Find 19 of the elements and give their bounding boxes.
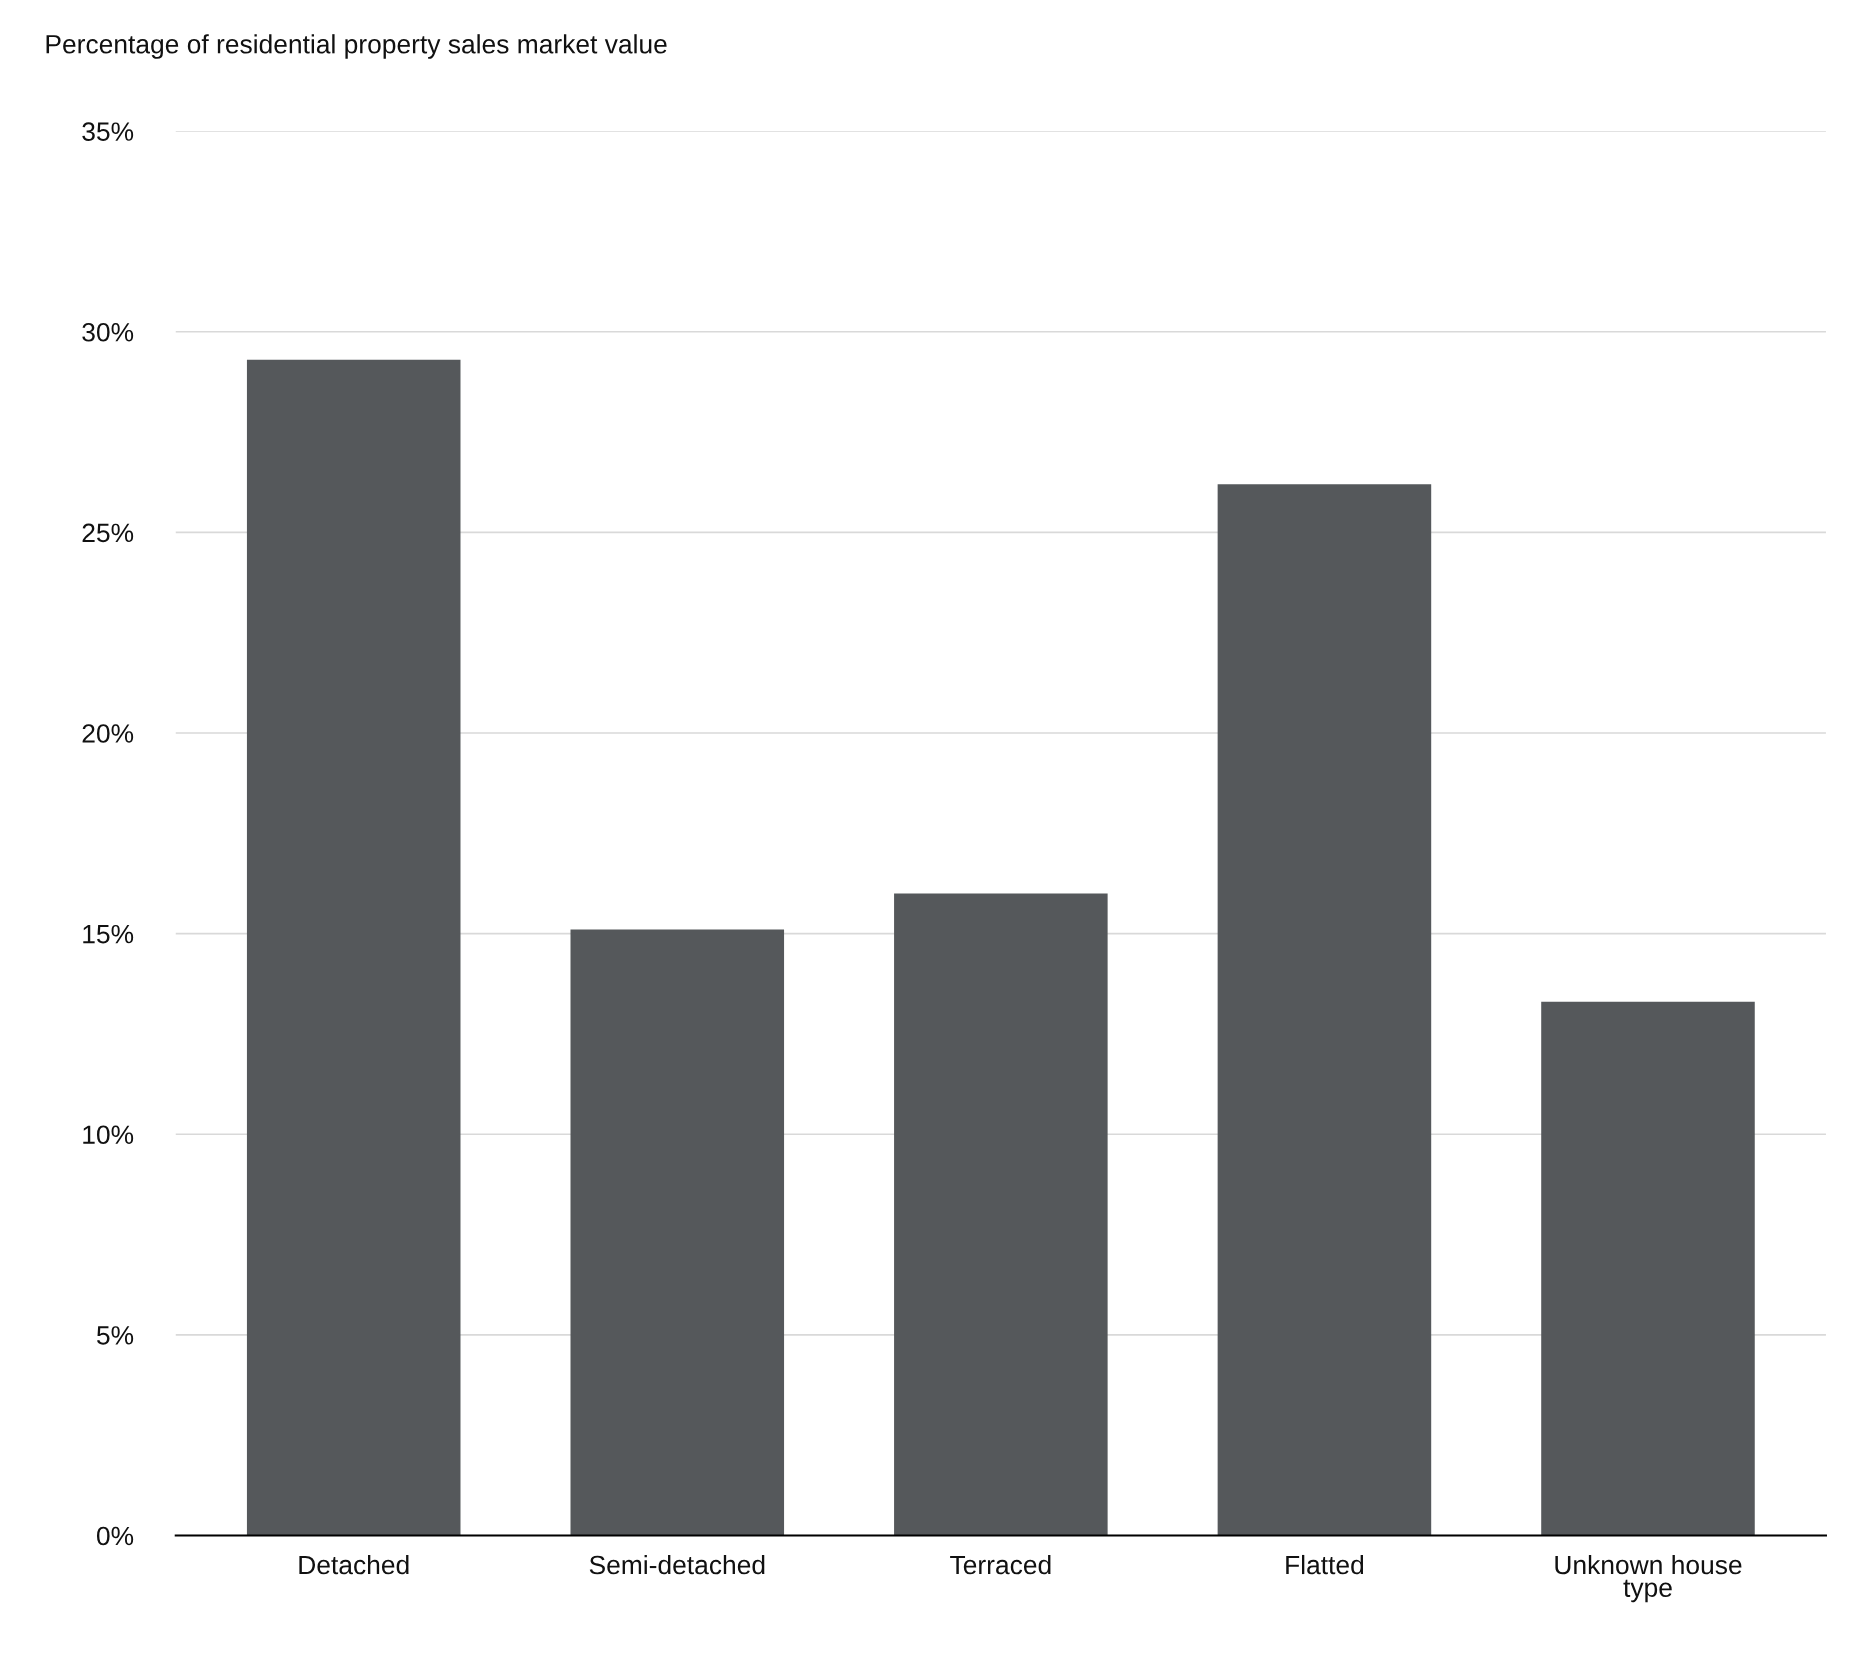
y-tick-label: 10%: [83, 1125, 134, 1145]
bar: [1217, 484, 1432, 1536]
x-tick-label: Detached: [299, 1554, 409, 1575]
bar: [246, 359, 461, 1536]
y-tick-label: 30%: [82, 322, 134, 342]
y-tick-label: 5%: [97, 1326, 134, 1345]
y-tick-label: 35%: [82, 122, 134, 141]
y-tick-label: 25%: [82, 523, 134, 543]
x-tick-label: Flatted: [1286, 1554, 1364, 1575]
x-tick-label: Unknown house type: [1555, 1554, 1742, 1603]
y-axis-title: Percentage of residential property sales market value: [46, 34, 667, 59]
y-tick-label: 20%: [82, 724, 134, 743]
bar: [894, 893, 1108, 1536]
x-tick-label: Terraced: [950, 1554, 1051, 1575]
y-tick-label: 0%: [96, 1526, 134, 1546]
bar: [570, 929, 785, 1536]
bar: [1541, 1001, 1755, 1536]
x-tick-label: Semi-detached: [589, 1554, 765, 1575]
y-tick-label: 15%: [83, 924, 134, 944]
